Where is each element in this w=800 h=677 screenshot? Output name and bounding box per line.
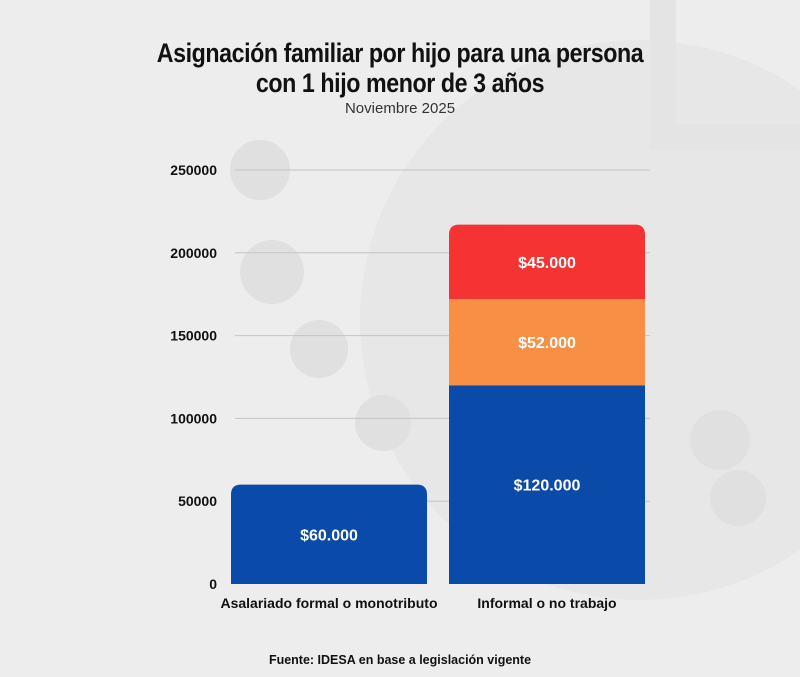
x-category-label: Asalariado formal o monotributo bbox=[220, 595, 437, 611]
y-tick-label: 200000 bbox=[170, 245, 217, 261]
x-category-label: Informal o no trabajo bbox=[477, 595, 616, 611]
source-note: Fuente: IDESA en base a legislación vige… bbox=[268, 653, 532, 667]
data-label: $45.000 bbox=[518, 255, 576, 272]
background-dot bbox=[690, 410, 750, 470]
y-tick-label: 50000 bbox=[178, 493, 217, 509]
bar-segment bbox=[449, 224, 645, 300]
background-frame bbox=[650, 0, 800, 150]
data-label: $120.000 bbox=[514, 478, 581, 495]
data-label: $52.000 bbox=[518, 335, 576, 352]
bar-segment bbox=[449, 385, 645, 584]
background-dot bbox=[355, 395, 411, 451]
background-dot bbox=[240, 240, 304, 304]
chart-title: Asignación familiar por hijo para una pe… bbox=[156, 38, 644, 98]
background-dot bbox=[290, 320, 348, 378]
bar-segment bbox=[231, 484, 427, 584]
y-tick-label: 250000 bbox=[170, 162, 217, 178]
chart-subtitle: Noviembre 2025 bbox=[344, 100, 456, 117]
y-tick-label: 150000 bbox=[170, 328, 217, 344]
data-label: $60.000 bbox=[300, 527, 358, 544]
y-tick-label: 100000 bbox=[170, 410, 217, 426]
background-dot bbox=[710, 470, 766, 526]
bar-segment bbox=[449, 299, 645, 386]
y-tick-label: 0 bbox=[209, 576, 217, 592]
